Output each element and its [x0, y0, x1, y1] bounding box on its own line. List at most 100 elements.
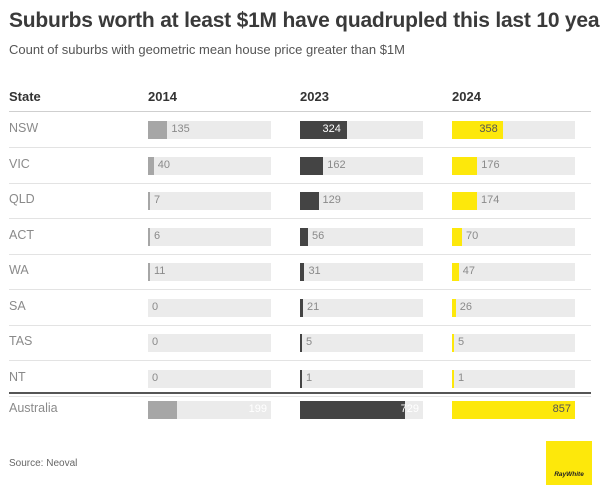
bar-track-2024: 5 — [452, 334, 575, 352]
row-divider — [9, 360, 591, 361]
value-label-2023: 31 — [308, 265, 321, 277]
value-label-2014: 0 — [152, 336, 159, 348]
bar-2023 — [300, 298, 303, 317]
bar-2024 — [452, 401, 575, 419]
value-label-2014: 135 — [171, 123, 190, 135]
bar-2023 — [300, 121, 347, 139]
column-header-2014: 2014 — [148, 89, 177, 104]
bar-track-2024: 176 — [452, 156, 575, 175]
value-label-2024: 358 — [479, 123, 498, 135]
table-row: SA 0 21 26 — [0, 290, 600, 326]
table-row: NT 0 1 1 — [0, 361, 600, 397]
value-label-2023: 5 — [306, 336, 313, 348]
state-label: TAS — [9, 334, 33, 348]
bar-2024 — [452, 121, 504, 139]
row-divider — [9, 147, 591, 148]
bar-2014 — [148, 227, 150, 246]
bar-2014 — [148, 401, 177, 419]
bar-2014 — [148, 192, 150, 210]
value-label-2023: 129 — [322, 194, 341, 206]
bar-2024 — [452, 298, 456, 317]
value-label-2014: 40 — [157, 158, 170, 171]
table-row: VIC 40 162 176 — [0, 148, 600, 184]
bar-track-2024: 26 — [452, 298, 575, 317]
row-divider — [9, 182, 591, 184]
row-divider — [9, 218, 591, 219]
bar-track-2024: 70 — [452, 227, 575, 246]
bar-track-2014: 6 — [148, 227, 271, 246]
bar-track-2024: 857 — [452, 401, 575, 419]
bar-2024 — [452, 334, 454, 352]
bar-track-2014: 7 — [148, 192, 271, 210]
value-label-2024: 176 — [481, 158, 500, 171]
bar-track-2014: 0 — [148, 369, 271, 388]
state-label: Australia — [9, 401, 58, 415]
total-row: Australia 199 729 857 — [0, 392, 600, 428]
bar-2023 — [300, 156, 324, 175]
table-row: TAS 0 5 5 — [0, 325, 600, 361]
bar-track-2014: 199 — [148, 401, 271, 419]
state-label: WA — [9, 263, 29, 277]
bar-track-2023: 129 — [300, 192, 423, 210]
bar-2014 — [148, 121, 168, 139]
state-label: SA — [9, 298, 26, 313]
bar-track-2023: 21 — [300, 298, 423, 317]
column-header-2024: 2024 — [452, 89, 481, 104]
chart-title: Suburbs worth at least $1M have quadrupl… — [9, 9, 600, 32]
state-label: NSW — [9, 121, 39, 135]
state-label: QLD — [9, 192, 35, 206]
bar-track-2023: 729 — [300, 401, 423, 419]
state-label: NT — [9, 369, 26, 384]
state-label: ACT — [9, 227, 34, 242]
bar-track-2024: 358 — [452, 121, 575, 139]
bar-track-2014: 135 — [148, 121, 271, 139]
column-header-2023: 2023 — [300, 89, 329, 104]
value-label-2014: 199 — [248, 403, 267, 415]
logo-text: RayWhite — [554, 471, 584, 478]
value-label-2014: 6 — [154, 229, 161, 242]
bar-track-2024: 47 — [452, 263, 575, 281]
value-label-2014: 0 — [152, 371, 159, 384]
bar-track-2023: 324 — [300, 121, 423, 139]
value-label-2023: 324 — [322, 123, 341, 135]
value-label-2014: 11 — [154, 265, 166, 277]
bar-track-2023: 56 — [300, 227, 423, 246]
bar-track-2023: 5 — [300, 334, 423, 352]
chart-subtitle: Count of suburbs with geometric mean hou… — [9, 42, 405, 57]
column-header-state: State — [9, 89, 41, 104]
value-label-2023: 21 — [307, 300, 320, 313]
bar-2023 — [300, 401, 405, 419]
bar-2023 — [300, 263, 305, 281]
value-label-2023: 729 — [400, 403, 419, 415]
bar-2024 — [452, 227, 463, 246]
bar-track-2024: 174 — [452, 192, 575, 210]
bar-track-2024: 1 — [452, 369, 575, 388]
raywhite-logo: RayWhite — [546, 441, 592, 485]
value-label-2024: 857 — [552, 403, 571, 415]
state-label: VIC — [9, 156, 30, 171]
bar-2024 — [452, 369, 454, 388]
bar-2014 — [148, 263, 150, 281]
row-divider — [9, 324, 591, 326]
table-row: ACT 6 56 70 — [0, 219, 600, 255]
bar-2023 — [300, 227, 309, 246]
value-label-2024: 26 — [459, 300, 472, 313]
value-label-2014: 7 — [154, 194, 161, 206]
row-divider — [9, 253, 591, 255]
total-divider — [9, 392, 591, 394]
bar-track-2023: 31 — [300, 263, 423, 281]
bar-2014 — [148, 156, 154, 175]
value-label-2023: 162 — [327, 158, 346, 171]
table-row: WA 11 31 47 — [0, 254, 600, 290]
bar-track-2014: 0 — [148, 298, 271, 317]
value-label-2023: 56 — [312, 229, 325, 242]
header-divider — [9, 111, 591, 112]
value-label-2014: 0 — [152, 300, 159, 313]
row-divider — [9, 289, 591, 290]
bar-2024 — [452, 263, 459, 281]
bar-track-2014: 11 — [148, 263, 271, 281]
bar-2023 — [300, 192, 319, 210]
bar-track-2014: 0 — [148, 334, 271, 352]
bar-2023 — [300, 369, 302, 388]
value-label-2024: 1 — [458, 371, 465, 384]
